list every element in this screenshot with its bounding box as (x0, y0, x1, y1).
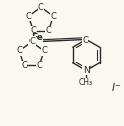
Text: +: + (87, 65, 92, 70)
Text: C: C (26, 12, 31, 21)
Text: CH₃: CH₃ (79, 78, 93, 87)
Text: N: N (83, 66, 90, 75)
Text: C: C (82, 36, 88, 45)
Text: Fe: Fe (31, 33, 43, 42)
Text: C: C (29, 37, 35, 46)
Text: C: C (21, 61, 27, 70)
Text: C: C (16, 46, 22, 55)
Text: I: I (112, 83, 115, 93)
Text: C: C (46, 26, 51, 35)
Text: C: C (30, 37, 36, 46)
Text: C: C (38, 3, 44, 12)
Text: C: C (36, 61, 42, 70)
Text: −: − (114, 83, 120, 89)
Text: C: C (50, 12, 56, 21)
Text: C: C (30, 26, 36, 35)
Text: C: C (41, 46, 47, 55)
